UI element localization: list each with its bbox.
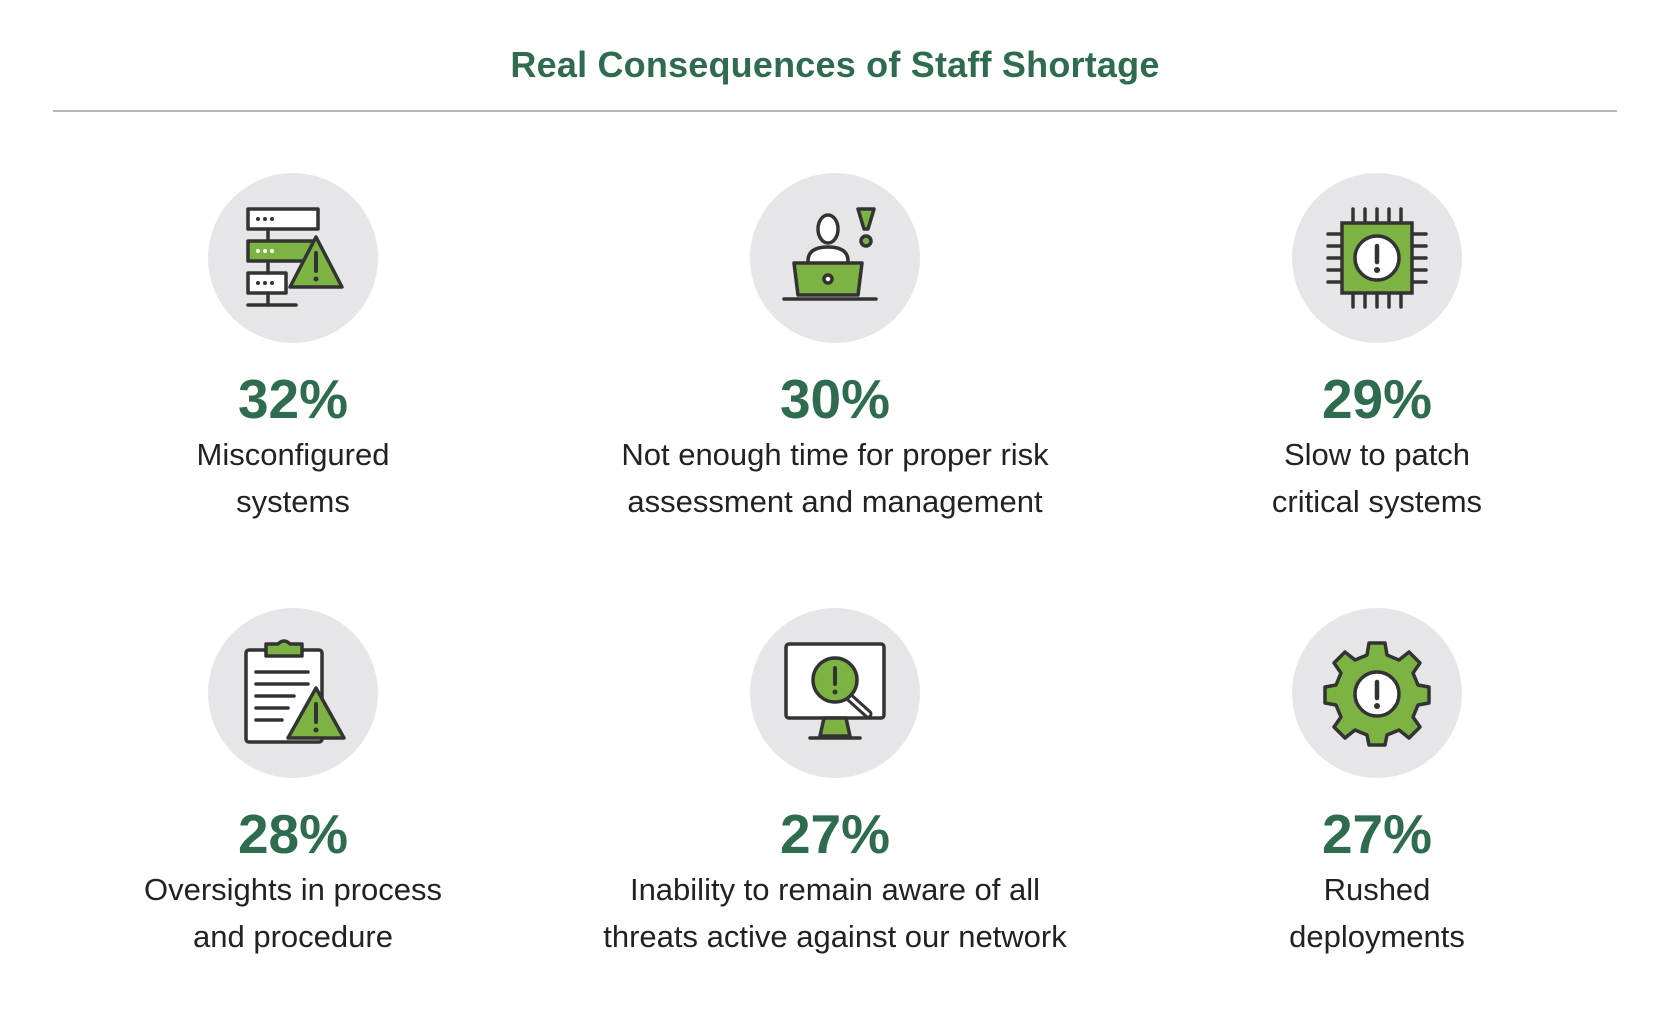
stat-card: 29% Slow to patch critical systems xyxy=(1117,173,1637,525)
stat-description-line: Misconfigured xyxy=(196,437,390,472)
stat-description-line: threats active against our network xyxy=(603,919,1067,954)
stat-description: Oversights in process and procedure xyxy=(33,866,553,960)
icon-badge xyxy=(1292,608,1462,778)
stat-description: Slow to patch critical systems xyxy=(1117,431,1637,525)
icon-badge xyxy=(1292,173,1462,343)
stat-description-line: and procedure xyxy=(193,919,393,954)
monitor-search-alert-icon xyxy=(784,642,886,740)
stat-description-line: critical systems xyxy=(1271,484,1483,519)
icon-badge xyxy=(750,608,920,778)
stat-card: 30% Not enough time for proper risk asse… xyxy=(575,173,1095,525)
stat-percent: 27% xyxy=(779,803,891,865)
stat-card: 32% Misconfigured systems xyxy=(33,173,553,525)
server-warning-icon xyxy=(246,207,344,307)
stat-description-line: Not enough time for proper risk xyxy=(621,437,1049,472)
stat-percent: 27% xyxy=(1321,803,1433,865)
stat-description-line: Slow to patch xyxy=(1283,437,1471,472)
gear-alert-icon xyxy=(1323,641,1431,747)
stat-description: Not enough time for proper risk assessme… xyxy=(575,431,1095,525)
icon-badge xyxy=(750,173,920,343)
stat-description-line: deployments xyxy=(1289,919,1465,954)
stat-percent: 30% xyxy=(779,368,891,430)
stat-description-line: Rushed xyxy=(1323,872,1431,907)
chip-alert-icon xyxy=(1326,207,1428,309)
stat-description-line: Oversights in process xyxy=(143,872,443,907)
stat-description: Rushed deployments xyxy=(1117,866,1637,960)
stat-card: 28% Oversights in process and procedure xyxy=(33,608,553,960)
stat-description-line: assessment and management xyxy=(627,484,1043,519)
person-laptop-alert-icon xyxy=(782,207,878,301)
icon-badge xyxy=(208,608,378,778)
page-title: Real Consequences of Staff Shortage xyxy=(510,44,1160,85)
stat-description-line: systems xyxy=(236,484,350,519)
title-divider xyxy=(53,110,1617,112)
stat-card: 27% Inability to remain aware of all thr… xyxy=(575,608,1095,960)
stat-description: Inability to remain aware of all threats… xyxy=(575,866,1095,960)
stat-percent: 32% xyxy=(237,368,349,430)
stat-card: 27% Rushed deployments xyxy=(1117,608,1637,960)
clipboard-warning-icon xyxy=(244,639,346,744)
stat-description-line: Inability to remain aware of all xyxy=(629,872,1041,907)
stat-percent: 29% xyxy=(1321,368,1433,430)
icon-badge xyxy=(208,173,378,343)
stat-description: Misconfigured systems xyxy=(33,431,553,525)
stat-percent: 28% xyxy=(237,803,349,865)
